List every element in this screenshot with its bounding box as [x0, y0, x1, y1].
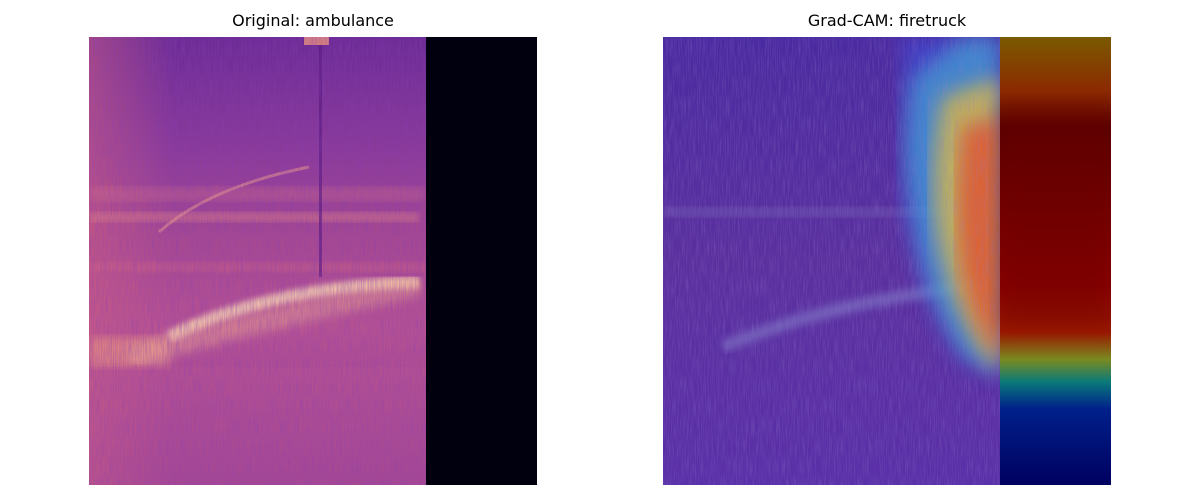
- right-panel-title: Grad-CAM: firetruck: [807, 11, 967, 30]
- original-spectrogram-image: [89, 37, 537, 485]
- gradcam-overlay-image: [663, 37, 1111, 485]
- left-panel-title: Original: ambulance: [232, 11, 394, 30]
